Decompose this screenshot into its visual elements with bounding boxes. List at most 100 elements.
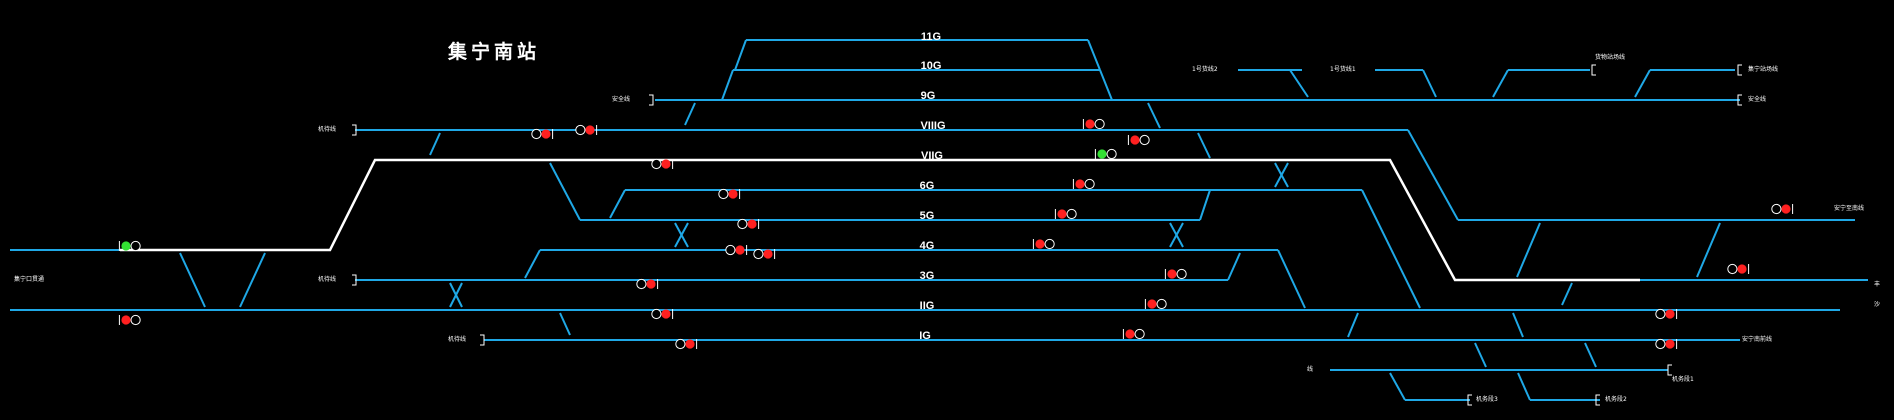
label-jtl-left: 安全线	[612, 95, 630, 103]
buffer-stops	[352, 64, 1742, 406]
signal-lamp-off	[1134, 328, 1145, 340]
signal-lamp-lit	[1665, 309, 1675, 319]
signal-s10[interactable]	[1082, 118, 1105, 130]
signal-lamp-off	[531, 128, 542, 140]
label-right-line2: 安宁南前线	[1742, 335, 1772, 343]
label-bottom-a: 机务段1	[1672, 375, 1694, 383]
signal-s25[interactable]	[1127, 134, 1150, 146]
signal-s21[interactable]	[1655, 338, 1678, 350]
signal-lamp-off	[1655, 338, 1666, 350]
signal-lamp-lit	[1130, 135, 1140, 145]
signal-lamp-lit	[1167, 269, 1177, 279]
label-ref4: 集宁站场线	[1748, 65, 1778, 73]
signal-s4[interactable]	[718, 188, 741, 200]
signal-lamp-off	[1771, 203, 1782, 215]
label-right-edge2: 沙	[1874, 301, 1880, 308]
signal-lamp-off	[1139, 134, 1150, 146]
signal-s14[interactable]	[1032, 238, 1055, 250]
label-ref1: 1号货线2	[1192, 65, 1218, 73]
signal-lamp-off	[575, 124, 586, 136]
signal-lamp-lit	[728, 189, 738, 199]
signal-lamp-off	[1084, 178, 1095, 190]
signal-lamp-lit	[661, 309, 671, 319]
signal-lamp-off	[1727, 263, 1738, 275]
signal-lamp-lit	[1737, 264, 1747, 274]
signal-s8[interactable]	[651, 308, 674, 320]
label-viig: VIIG	[921, 150, 943, 162]
signal-s23[interactable]	[575, 124, 598, 136]
switch-connectors	[179, 39, 1721, 401]
signal-s2[interactable]	[531, 128, 554, 140]
signal-s19[interactable]	[1727, 263, 1750, 275]
signal-s22[interactable]	[118, 314, 141, 326]
signal-lamp-off	[753, 248, 764, 260]
signal-lamp-lit	[1147, 299, 1157, 309]
label-sidings-a: 机待线	[318, 125, 336, 133]
label-bottom-d: 线	[1307, 365, 1313, 373]
station-title: 集宁南站	[447, 40, 540, 63]
signal-s24[interactable]	[725, 244, 748, 256]
label-bottom-b: 机务段2	[1605, 395, 1627, 403]
label-5g: 5G	[920, 210, 935, 222]
signal-s5[interactable]	[737, 218, 760, 230]
signals	[118, 118, 1794, 350]
label-sidings-c: 机待线	[448, 335, 466, 343]
signal-lamp-lit	[747, 219, 757, 229]
signal-lamp-off	[130, 314, 141, 326]
signal-s16[interactable]	[1144, 298, 1167, 310]
signal-lamp-lit	[1665, 339, 1675, 349]
signal-lamp-lit	[685, 339, 695, 349]
signal-lamp-off	[1094, 118, 1105, 130]
signal-s13[interactable]	[1054, 208, 1077, 220]
label-bottom-c: 机务段3	[1476, 395, 1498, 403]
signal-s7[interactable]	[636, 278, 659, 290]
signal-lamp-lit	[1097, 149, 1107, 159]
signal-lamp-lit	[1085, 119, 1095, 129]
signal-lamp-off	[130, 240, 141, 252]
signal-lamp-lit	[735, 245, 745, 255]
signal-lamp-off	[1044, 238, 1055, 250]
label-11g: 11G	[921, 31, 941, 43]
label-ref5: 安全线	[1748, 95, 1766, 103]
signal-lamp-lit	[1781, 204, 1791, 214]
label-right-edge1: 丰	[1874, 280, 1880, 288]
signal-s11[interactable]	[1072, 178, 1095, 190]
signal-lamp-off	[1156, 298, 1167, 310]
signal-lamp-lit	[1125, 329, 1135, 339]
route-viig[interactable]	[120, 158, 1640, 282]
label-sidings-b: 机待线	[318, 275, 336, 283]
label-ig: IG	[919, 330, 931, 342]
signal-lamp-lit	[121, 315, 131, 325]
signal-lamp-off	[1655, 308, 1666, 320]
signal-s3[interactable]	[651, 158, 674, 170]
signal-s18[interactable]	[1771, 203, 1794, 215]
signal-s20[interactable]	[1655, 308, 1678, 320]
signal-lamp-off	[651, 158, 662, 170]
label-iig: IIG	[920, 300, 935, 312]
signal-s12[interactable]	[1094, 148, 1117, 160]
signal-lamp-off	[636, 278, 647, 290]
label-6g: 6G	[920, 180, 935, 192]
signal-lamp-off	[725, 244, 736, 256]
signal-lamp-off	[737, 218, 748, 230]
signal-lamp-lit	[121, 241, 131, 251]
signal-s6[interactable]	[753, 248, 776, 260]
label-10g: 10G	[921, 60, 942, 72]
signal-s17[interactable]	[1122, 328, 1145, 340]
label-3g: 3G	[920, 270, 935, 282]
label-ref2: 1号货线1	[1330, 65, 1356, 73]
signal-lamp-lit	[646, 279, 656, 289]
signal-lamp-off	[1106, 148, 1117, 160]
signal-lamp-lit	[1075, 179, 1085, 189]
signal-lamp-lit	[1057, 209, 1067, 219]
signal-lamp-lit	[585, 125, 595, 135]
signal-s9[interactable]	[675, 338, 698, 350]
signal-lamp-off	[651, 308, 662, 320]
signal-lamp-off	[1066, 208, 1077, 220]
label-4g: 4G	[920, 240, 935, 252]
signal-lamp-off	[675, 338, 686, 350]
signal-lamp-lit	[763, 249, 773, 259]
signal-s1[interactable]	[118, 240, 141, 252]
signal-s15[interactable]	[1164, 268, 1187, 280]
